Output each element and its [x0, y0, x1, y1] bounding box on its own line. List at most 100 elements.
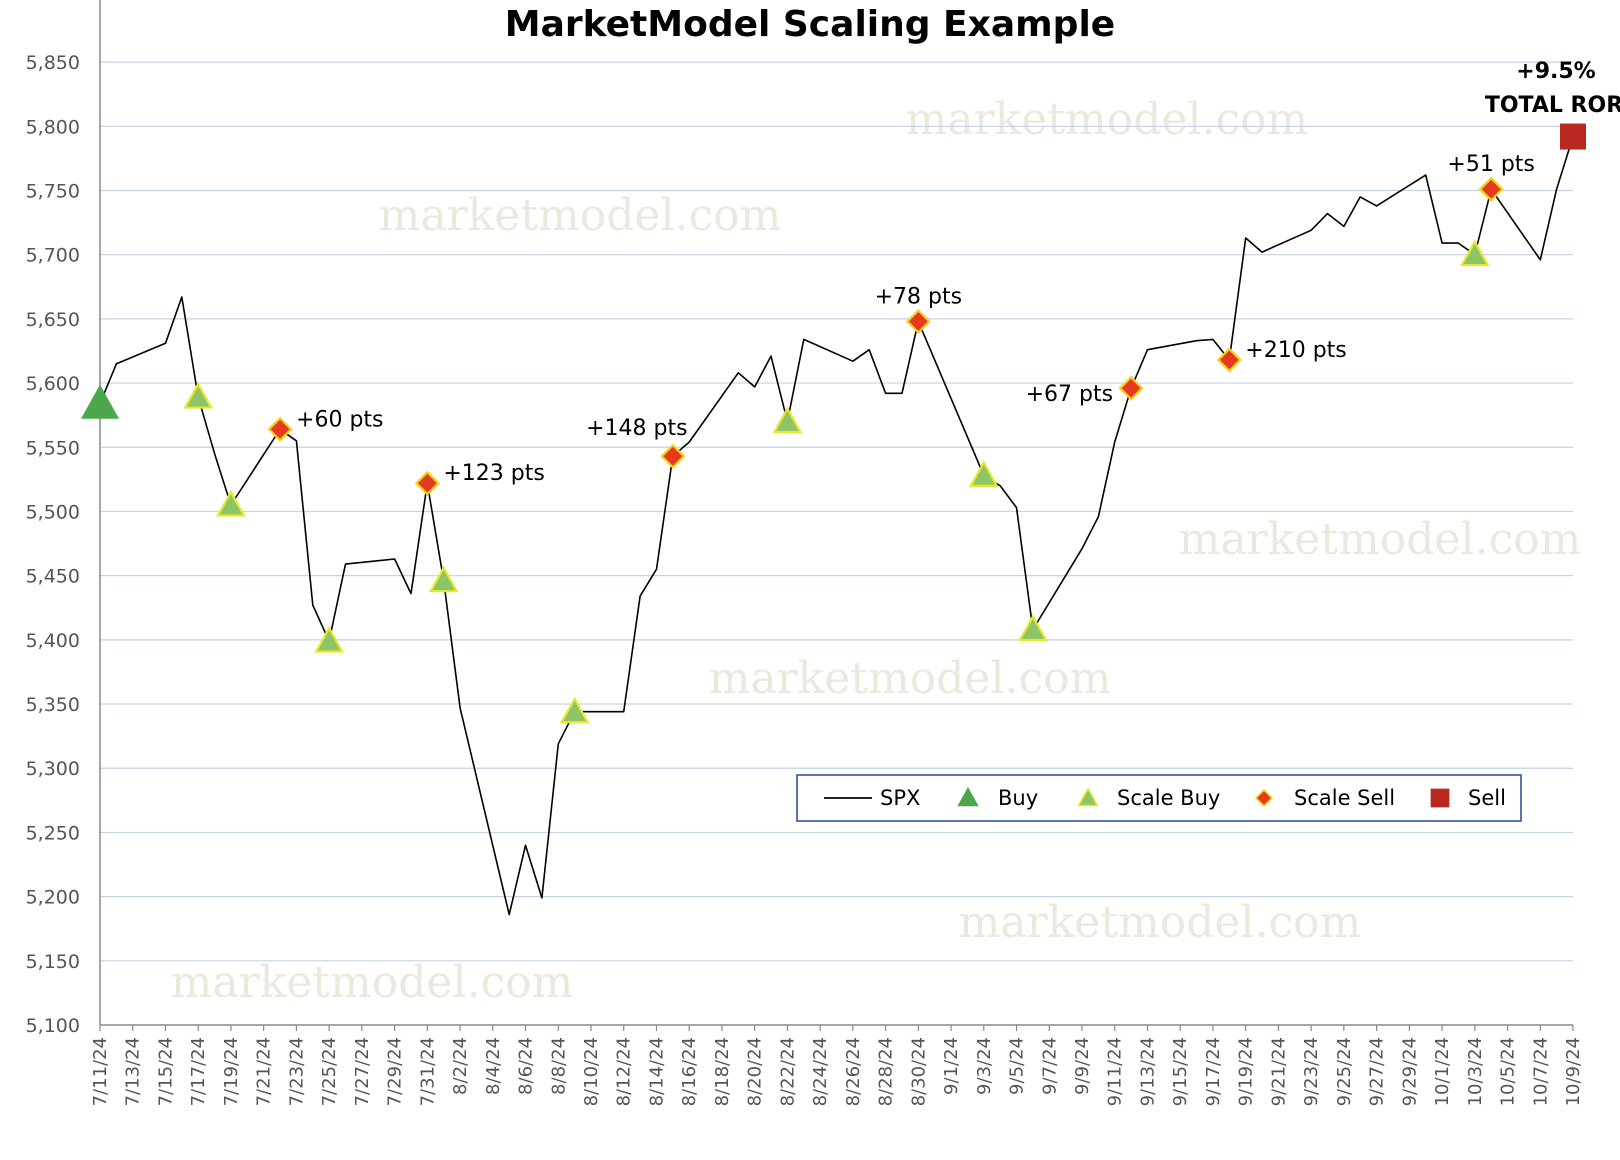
x-tick-label: 7/13/24 [123, 1037, 144, 1106]
y-tick-label: 5,300 [26, 758, 80, 780]
axes [99, 0, 1573, 1026]
trade-gain-label: +123 pts [443, 461, 544, 486]
x-tick-label: 8/8/24 [548, 1037, 569, 1095]
x-tick-label: 10/9/24 [1563, 1037, 1584, 1106]
legend-sell-label: Sell [1468, 786, 1506, 810]
y-tick-label: 5,100 [26, 1015, 80, 1037]
scale-sell-marker [1216, 347, 1242, 373]
scale-sell-marker [1478, 176, 1504, 202]
x-tick-label: 8/6/24 [516, 1037, 537, 1095]
scale-sell-marker [267, 416, 293, 442]
watermark-1: marketmodel.com [906, 94, 1309, 145]
total-ror-value: +9.5% [1516, 59, 1595, 84]
trade-gain-label: +60 pts [296, 407, 383, 432]
x-tick-label: 8/14/24 [646, 1037, 667, 1106]
x-tick-label: 10/3/24 [1465, 1037, 1486, 1106]
y-tick-label: 5,250 [26, 822, 80, 844]
scale-buy-marker [772, 406, 803, 434]
x-tick-label: 8/16/24 [679, 1037, 700, 1106]
x-tick-label: 8/20/24 [745, 1037, 766, 1106]
x-tick-label: 7/17/24 [188, 1037, 209, 1106]
chart-title: MarketModel Scaling Example [505, 4, 1115, 45]
x-tick-label: 8/12/24 [614, 1037, 635, 1106]
scale-sell-marker [905, 308, 931, 334]
x-tick-label: 8/28/24 [876, 1037, 897, 1106]
x-tick-label: 9/19/24 [1236, 1037, 1257, 1106]
scale-sell-marker [1118, 375, 1144, 401]
x-tick-label: 9/11/24 [1105, 1037, 1126, 1106]
x-tick-label: 8/24/24 [810, 1037, 831, 1106]
trade-annotations: +60 pts +123 pts +148 pts +78 pts +67 pts +21… [296, 59, 1620, 486]
scale-buy-marker [216, 489, 246, 517]
x-tick-label: 9/21/24 [1268, 1037, 1289, 1106]
scale-sell-marker [660, 443, 686, 469]
x-tick-label: 9/7/24 [1039, 1037, 1060, 1095]
legend-buy-label: Buy [998, 786, 1038, 810]
x-tick-label: 10/5/24 [1498, 1037, 1519, 1106]
scale-buy-marker [183, 381, 214, 409]
scale-buy-marker [1459, 239, 1490, 267]
y-tick-label: 5,650 [26, 309, 80, 331]
legend-buy-swatch [957, 787, 979, 807]
y-axis-ticks: 5,100 5,150 5,200 5,250 5,300 5,350 5,400 5,450… [26, 52, 80, 1037]
trade-gain-label: +51 pts [1447, 152, 1534, 177]
watermark-5: marketmodel.com [959, 897, 1362, 948]
x-tick-label: 9/25/24 [1334, 1037, 1355, 1106]
x-tick-label: 8/26/24 [843, 1037, 864, 1106]
scale-buy-marker [428, 565, 459, 593]
x-tick-label: 7/11/24 [90, 1037, 111, 1106]
x-tick-label: 10/1/24 [1432, 1037, 1453, 1106]
y-tick-label: 5,350 [26, 694, 80, 716]
trade-gain-label: +78 pts [875, 284, 962, 309]
x-tick-label: 7/27/24 [352, 1037, 373, 1106]
legend-scale-sell-label: Scale Sell [1294, 786, 1395, 810]
x-tick-label: 10/7/24 [1530, 1037, 1551, 1106]
total-ror-label: TOTAL ROR [1485, 93, 1620, 118]
x-tick-label: 9/27/24 [1367, 1037, 1388, 1106]
x-tick-label: 7/21/24 [254, 1037, 275, 1106]
y-tick-label: 5,500 [26, 501, 80, 523]
x-tick-label: 9/29/24 [1399, 1037, 1420, 1106]
x-tick-label: 7/29/24 [385, 1037, 406, 1106]
x-tick-label: 9/9/24 [1072, 1037, 1093, 1095]
x-tick-label: 9/5/24 [1007, 1037, 1028, 1095]
scale-buy-marker [314, 625, 345, 653]
legend-scale-buy-swatch [1077, 787, 1099, 807]
x-tick-label: 7/19/24 [221, 1037, 242, 1106]
legend: SPX Buy Scale Buy Scale Sell Sell [796, 774, 1522, 822]
y-tick-label: 5,600 [26, 373, 80, 395]
x-tick-label: 8/10/24 [581, 1037, 602, 1106]
y-tick-label: 5,150 [26, 951, 80, 973]
buy-marker [81, 384, 119, 419]
grid-lines [100, 61, 1573, 962]
trade-gain-label: +148 pts [586, 416, 687, 441]
y-tick-label: 5,750 [26, 180, 80, 202]
x-tick-label: 9/15/24 [1170, 1037, 1191, 1106]
legend-scale-buy-label: Scale Buy [1117, 786, 1220, 810]
watermark-4: marketmodel.com [709, 653, 1112, 704]
y-tick-label: 5,850 [26, 52, 80, 74]
x-tick-label: 7/23/24 [286, 1037, 307, 1106]
x-tick-label: 8/2/24 [450, 1037, 471, 1095]
spx-series-line [99, 136, 1574, 916]
x-tick-label: 9/17/24 [1203, 1037, 1224, 1106]
watermark-2: marketmodel.com [379, 190, 782, 241]
y-tick-label: 5,700 [26, 245, 80, 267]
x-tick-label: 8/18/24 [712, 1037, 733, 1106]
x-tick-label: 9/13/24 [1137, 1037, 1158, 1106]
x-tick-label: 7/31/24 [417, 1037, 438, 1106]
legend-spx-label: SPX [880, 786, 920, 810]
x-tick-label: 8/4/24 [483, 1037, 504, 1095]
legend-scale-sell-swatch [1254, 788, 1274, 808]
watermarks: marketmodel.com marketmodel.com marketmode… [171, 94, 1582, 1008]
x-tick-label: 9/3/24 [974, 1037, 995, 1095]
x-tick-label: 9/1/24 [941, 1037, 962, 1095]
x-tick-label: 9/23/24 [1301, 1037, 1322, 1106]
x-tick-label: 7/25/24 [319, 1037, 340, 1106]
x-tick-label: 8/30/24 [908, 1037, 929, 1106]
x-tick-label: 7/15/24 [155, 1037, 176, 1106]
y-tick-label: 5,550 [26, 437, 80, 459]
y-tick-label: 5,200 [26, 887, 80, 909]
